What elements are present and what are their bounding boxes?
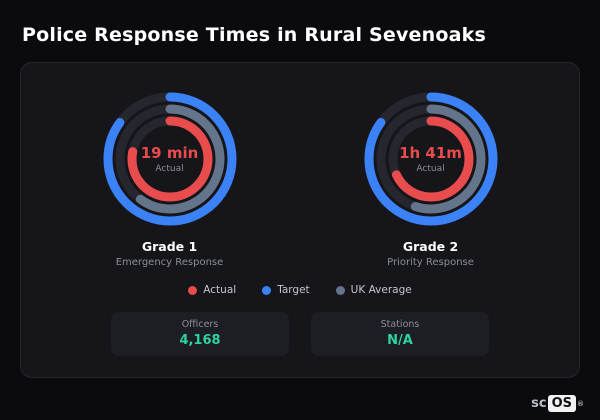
gauge-center-label: Actual xyxy=(155,164,184,174)
chart-legend: Actual Target UK Average xyxy=(39,284,561,296)
stat-value: N/A xyxy=(387,333,413,348)
gauge-chart-grade-2: 1h 41m Actual xyxy=(361,89,501,229)
gauge-block-grade-2: 1h 41m Actual Grade 2 Priority Response xyxy=(316,89,546,268)
legend-item-actual[interactable]: Actual xyxy=(188,284,236,296)
legend-item-uk-average[interactable]: UK Average xyxy=(335,284,412,296)
watermark-prefix: sc xyxy=(531,396,547,411)
watermark-box: OS xyxy=(547,395,576,412)
stat-label: Stations xyxy=(380,319,420,330)
stat-value: 4,168 xyxy=(179,333,221,348)
legend-item-target[interactable]: Target xyxy=(262,284,310,296)
gauges-row: 19 min Actual Grade 1 Emergency Response… xyxy=(39,89,561,268)
gauge-center: 1h 41m Actual xyxy=(361,89,501,229)
legend-label: UK Average xyxy=(350,284,412,296)
gauge-value: 1h 41m xyxy=(399,144,462,162)
gauge-center-label: Actual xyxy=(416,164,445,174)
registered-mark-icon: ® xyxy=(577,399,584,408)
stat-label: Officers xyxy=(181,319,219,330)
stat-officers: Officers 4,168 xyxy=(111,312,289,356)
legend-dot-actual xyxy=(188,285,198,295)
dashboard-card: 19 min Actual Grade 1 Emergency Response… xyxy=(20,62,580,378)
grade-subtitle: Emergency Response xyxy=(115,257,224,268)
legend-dot-target xyxy=(262,285,272,295)
grade-title: Grade 1 xyxy=(141,239,198,254)
grade-title: Grade 2 xyxy=(402,239,459,254)
stats-row: Officers 4,168 Stations N/A xyxy=(39,312,561,356)
gauge-rings-svg xyxy=(103,92,236,226)
gauge-value: 19 min xyxy=(140,144,199,162)
gauge-block-grade-1: 19 min Actual Grade 1 Emergency Response xyxy=(55,89,285,268)
stat-stations: Stations N/A xyxy=(311,312,489,356)
scos-watermark: sc OS ® xyxy=(531,395,584,412)
legend-dot-uk-average xyxy=(335,285,345,295)
gauge-chart-grade-1: 19 min Actual xyxy=(100,89,240,229)
gauge-rings-svg xyxy=(364,92,497,226)
gauge-center: 19 min Actual xyxy=(100,89,240,229)
grade-subtitle: Priority Response xyxy=(387,257,474,268)
legend-label: Actual xyxy=(203,284,237,296)
page-title: Police Response Times in Rural Sevenoaks xyxy=(22,24,486,46)
legend-label: Target xyxy=(277,284,310,296)
